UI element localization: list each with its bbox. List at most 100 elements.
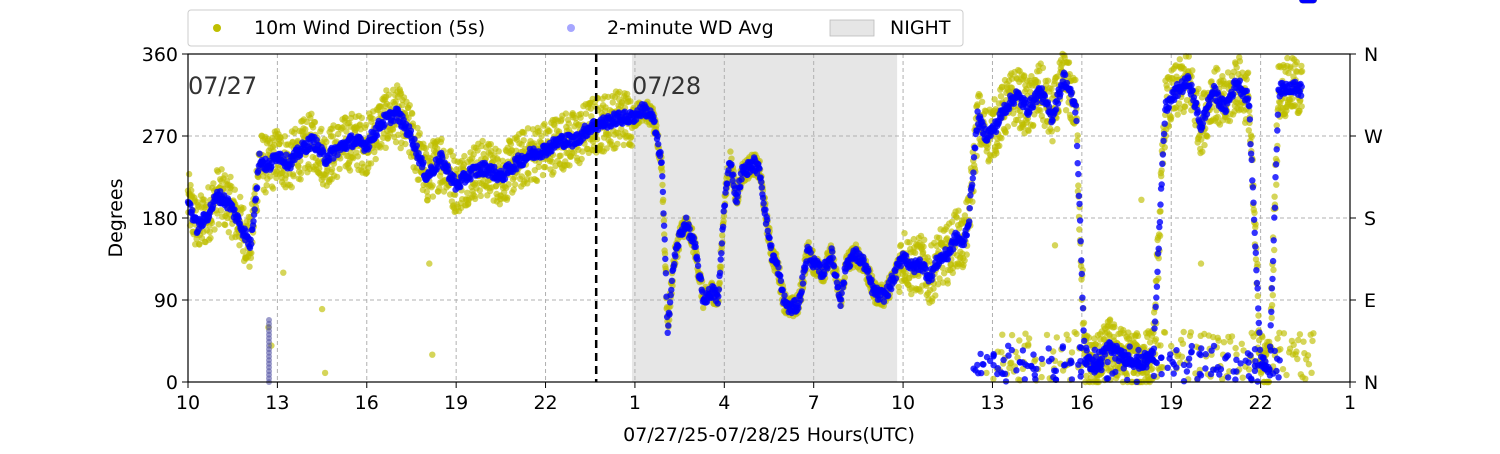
avg-point xyxy=(970,175,976,181)
avg-point xyxy=(903,253,909,259)
legend-marker-wd-avg xyxy=(567,24,575,32)
raw-point xyxy=(1214,66,1220,72)
avg-point xyxy=(737,184,743,190)
raw-point xyxy=(312,119,318,125)
avg-point xyxy=(672,253,678,259)
avg-point xyxy=(1073,118,1079,124)
raw-point xyxy=(1005,123,1011,129)
raw-point xyxy=(1306,361,1312,367)
avg-point xyxy=(715,293,721,299)
avg-point xyxy=(1049,117,1055,123)
raw-outlier xyxy=(1052,242,1058,248)
raw-outlier xyxy=(429,352,435,358)
raw-point xyxy=(1157,208,1163,214)
avg-point xyxy=(950,246,956,252)
raw-point xyxy=(1081,320,1087,326)
avg-point xyxy=(662,256,668,262)
raw-point xyxy=(1026,335,1032,341)
raw-point xyxy=(496,148,502,154)
raw-point xyxy=(1076,226,1082,232)
raw-point xyxy=(1132,332,1138,338)
raw-point xyxy=(1270,292,1276,298)
avg-point xyxy=(972,145,978,151)
raw-point xyxy=(334,174,340,180)
raw-point xyxy=(282,133,288,139)
legend: 10m Wind Direction (5s) 2-minute WD Avg … xyxy=(188,10,963,46)
avg-point xyxy=(722,202,728,208)
raw-point xyxy=(1049,138,1055,144)
avg-point xyxy=(865,268,871,274)
raw-point xyxy=(563,110,569,116)
avg-point xyxy=(716,286,722,292)
raw-point xyxy=(1030,122,1036,128)
avg-point xyxy=(669,278,675,284)
avg-point xyxy=(665,330,671,336)
raw-point xyxy=(461,153,467,159)
raw-point xyxy=(383,145,389,151)
raw-point xyxy=(1297,331,1303,337)
avg-point xyxy=(1055,100,1061,106)
avg-point xyxy=(1081,338,1087,344)
legend-label-wd-avg: 2-minute WD Avg xyxy=(607,17,774,39)
avg-point xyxy=(758,179,764,185)
raw-point xyxy=(546,128,552,134)
raw-point xyxy=(1300,339,1306,345)
raw-point xyxy=(621,142,627,148)
avg-point xyxy=(821,271,827,277)
avg-point xyxy=(868,277,874,283)
raw-point xyxy=(216,221,222,227)
avg-point xyxy=(663,270,669,276)
avg-point xyxy=(655,141,661,147)
raw-point xyxy=(359,115,365,121)
raw-outlier xyxy=(319,306,325,312)
raw-point xyxy=(540,172,546,178)
raw-point xyxy=(1245,70,1251,76)
avg-point xyxy=(414,142,420,148)
raw-point xyxy=(1074,132,1080,138)
raw-point xyxy=(278,138,284,144)
avg-point xyxy=(381,122,387,128)
avg-point xyxy=(833,273,839,279)
raw-point xyxy=(1153,336,1159,342)
raw-point xyxy=(912,250,918,256)
raw-point xyxy=(961,257,967,263)
raw-point xyxy=(508,141,514,147)
avg-point xyxy=(993,129,999,135)
avg-point xyxy=(730,171,736,177)
avg-point xyxy=(667,299,673,305)
raw-point xyxy=(1045,78,1051,84)
avg-point xyxy=(1080,305,1086,311)
raw-point xyxy=(1240,375,1246,381)
avg-point xyxy=(1077,217,1083,223)
raw-point xyxy=(1016,337,1022,343)
avg-point xyxy=(734,199,740,205)
avg-point xyxy=(719,240,725,246)
avg-point xyxy=(1062,72,1068,78)
legend-label-night: NIGHT xyxy=(890,17,951,39)
raw-point xyxy=(1188,329,1194,335)
raw-point xyxy=(308,111,314,117)
avg-point xyxy=(502,176,508,182)
avg-point xyxy=(1042,93,1048,99)
raw-point xyxy=(1054,334,1060,340)
raw-point xyxy=(1066,59,1072,65)
raw-point xyxy=(1131,369,1137,375)
raw-point xyxy=(342,114,348,120)
raw-point xyxy=(1309,338,1315,344)
raw-point xyxy=(1162,329,1168,335)
raw-point xyxy=(1237,58,1243,64)
raw-point xyxy=(186,171,192,177)
avg-point xyxy=(1053,106,1059,112)
raw-point xyxy=(1289,96,1295,102)
raw-point xyxy=(1299,103,1305,109)
raw-point xyxy=(1199,149,1205,155)
raw-outlier xyxy=(426,260,432,266)
raw-point xyxy=(512,181,518,187)
avg-point xyxy=(847,263,853,269)
raw-point xyxy=(222,172,228,178)
avg-point xyxy=(839,290,845,296)
raw-point xyxy=(237,194,243,200)
avg-point xyxy=(1074,143,1080,149)
raw-point xyxy=(289,184,295,190)
raw-point xyxy=(323,139,329,145)
